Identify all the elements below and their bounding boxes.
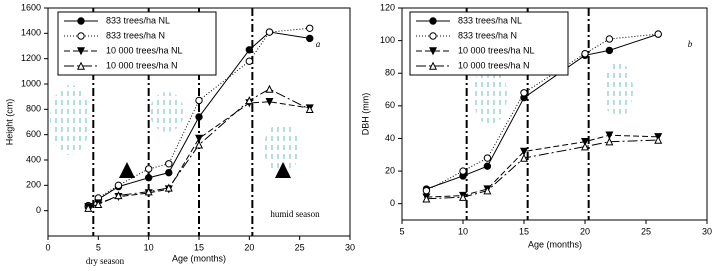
x-axis-label: Age (months) (172, 253, 226, 263)
x-tick-label: 20 (580, 226, 590, 236)
y-tick-label: 800 (26, 104, 41, 114)
marker (484, 163, 490, 169)
rain-patch (603, 62, 633, 118)
x-tick-label: 15 (519, 226, 529, 236)
x-tick-label: 5 (96, 242, 101, 252)
rain-patch (150, 92, 184, 132)
marker (521, 90, 527, 96)
legend-label: 833 trees/ha N (106, 30, 165, 40)
chart: 0200400600800100012001400160005101520253… (0, 0, 712, 271)
marker (196, 97, 202, 103)
x-tick-label: 30 (702, 226, 712, 236)
marker (423, 187, 429, 193)
y-tick-label: 0 (390, 198, 395, 208)
marker (78, 18, 84, 24)
legend-label: 833 trees/ha N (458, 30, 517, 40)
y-tick-label: 40 (385, 133, 395, 143)
x-tick-label: 15 (194, 242, 204, 252)
y-tick-label: 1200 (21, 53, 41, 63)
panel-letter: b (688, 39, 693, 49)
x-tick-label: 20 (244, 242, 254, 252)
marker (145, 166, 151, 172)
marker (115, 182, 121, 188)
x-tick-label: 10 (458, 226, 468, 236)
y-tick-label: 1000 (21, 78, 41, 88)
y-tick-label: 20 (385, 165, 395, 175)
x-tick-label: 25 (641, 226, 651, 236)
rain-patch (50, 85, 90, 155)
marker (606, 36, 612, 42)
y-tick-label: 200 (26, 180, 41, 190)
marker (196, 114, 202, 120)
y-tick-label: 1600 (21, 2, 41, 12)
marker (307, 25, 313, 31)
marker (430, 18, 436, 24)
y-axis-label: Height (cm) (4, 99, 14, 146)
marker (460, 168, 466, 174)
marker (606, 47, 612, 53)
marker (307, 35, 313, 41)
marker (582, 50, 588, 56)
marker (266, 29, 272, 35)
y-tick-label: 100 (380, 35, 395, 45)
marker (166, 169, 172, 175)
legend-label: 10 000 trees/ha N (106, 60, 178, 70)
season-label: humid season (270, 209, 320, 219)
marker (78, 33, 84, 39)
x-tick-label: 10 (144, 242, 154, 252)
arrow (119, 162, 135, 178)
y-axis-label: DBH (mm) (360, 93, 370, 136)
legend-label: 10 000 trees/ha N (458, 60, 530, 70)
y-tick-label: 0 (36, 205, 41, 215)
marker (246, 47, 252, 53)
marker (145, 175, 151, 181)
x-tick-label: 5 (399, 226, 404, 236)
y-tick-label: 600 (26, 129, 41, 139)
marker (430, 33, 436, 39)
marker (266, 86, 272, 92)
legend-label: 833 trees/ha NL (458, 15, 522, 25)
x-tick-label: 0 (45, 242, 50, 252)
decoration (50, 62, 633, 178)
y-tick-label: 60 (385, 100, 395, 110)
marker (166, 161, 172, 167)
y-tick-label: 80 (385, 68, 395, 78)
y-tick-label: 1400 (21, 28, 41, 38)
series-line (426, 135, 658, 197)
x-axis-label: Age (months) (528, 239, 582, 249)
x-tick-label: 30 (345, 242, 355, 252)
marker (655, 137, 661, 143)
legend-label: 10 000 trees/ha NL (458, 45, 535, 55)
legend-label: 10 000 trees/ha NL (106, 45, 183, 55)
marker (655, 31, 661, 37)
y-tick-label: 120 (380, 2, 395, 12)
season-label: dry season (86, 256, 125, 266)
x-tick-label: 25 (295, 242, 305, 252)
panel-letter: a (316, 39, 321, 49)
legend-label: 833 trees/ha NL (106, 15, 170, 25)
marker (484, 155, 490, 161)
y-tick-label: 400 (26, 154, 41, 164)
marker (246, 58, 252, 64)
